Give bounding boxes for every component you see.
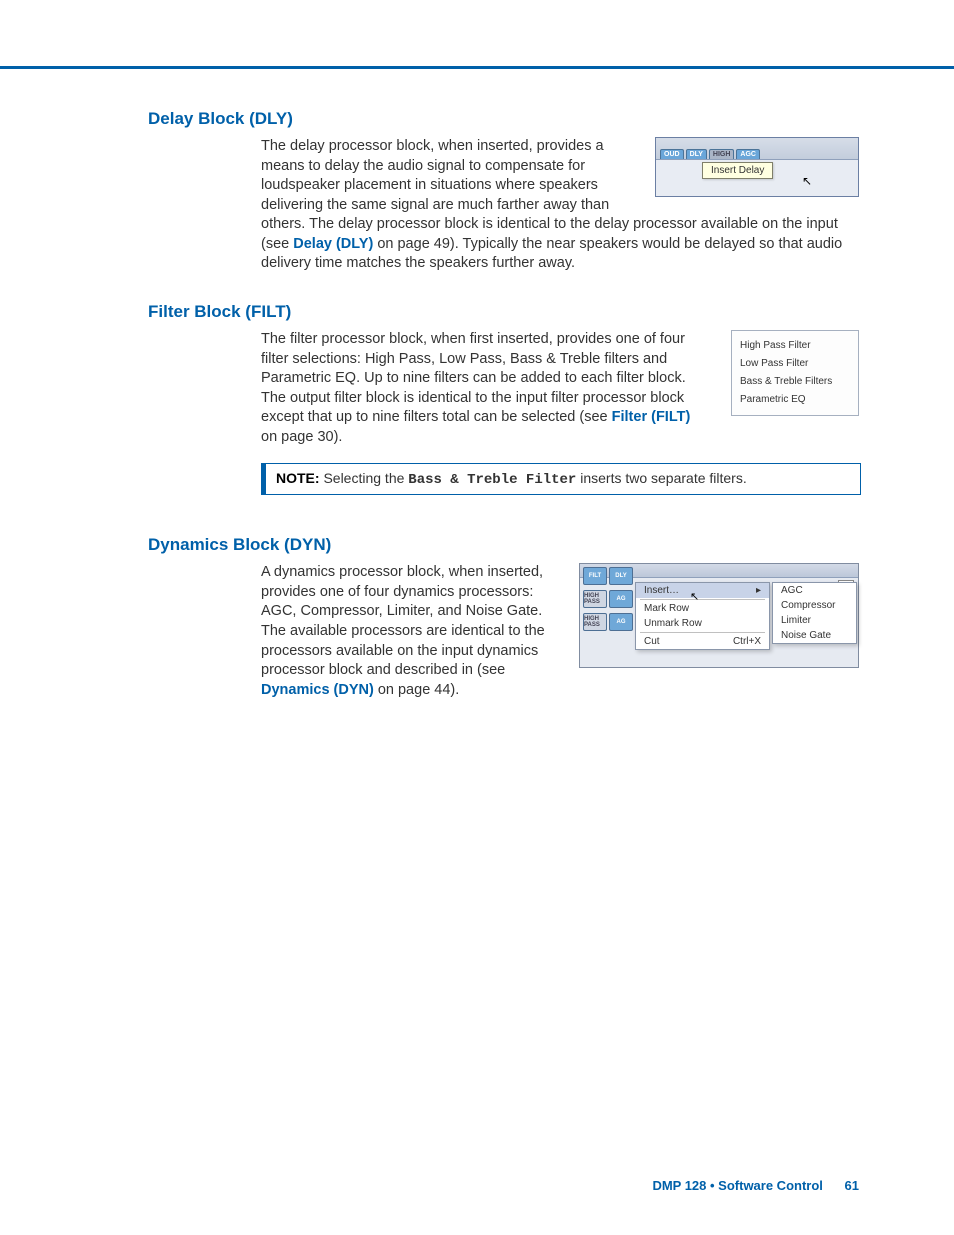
dyn-para-b: on page 44). (374, 682, 459, 698)
chip-oud: OUD (660, 149, 684, 159)
menu-unmark-row[interactable]: Unmark Row (636, 616, 769, 631)
filter-para-b: on page 30). (261, 429, 342, 445)
filter-option[interactable]: High Pass Filter (740, 337, 850, 355)
footer-text: DMP 128 • Software Control (652, 1178, 822, 1193)
cursor-icon: ↖ (802, 174, 812, 188)
submenu-agc[interactable]: AGC (773, 583, 856, 598)
page-footer: DMP 128 • Software Control 61 (652, 1178, 859, 1193)
block-chip: FILT (583, 567, 607, 585)
filter-heading: Filter Block (FILT) (148, 302, 859, 322)
block-chip: AG (609, 613, 633, 631)
filter-options-box: High Pass Filter Low Pass Filter Bass & … (731, 330, 859, 416)
dynamics-context-figure: 1 FILT DLY HIGH PASS AG HIGH PASS AG Ins… (579, 563, 859, 668)
menu-mark-row[interactable]: Mark Row (636, 601, 769, 616)
menu-cut-label: Cut (644, 636, 660, 647)
submenu-compressor[interactable]: Compressor (773, 598, 856, 613)
chip-high: HIGH (709, 149, 735, 159)
menu-insert[interactable]: Insert… ▸ (636, 583, 769, 598)
context-menu: Insert… ▸ Mark Row Unmark Row Cut Ctrl+X (635, 582, 770, 650)
filter-para: The filter processor block, when first i… (261, 330, 701, 447)
delay-para1: The delay processor block, when inserted… (261, 137, 625, 215)
dyn-body: A dynamics processor block, when inserte… (261, 563, 859, 700)
filter-option[interactable]: Bass & Treble Filters (740, 373, 850, 391)
menu-separator (640, 599, 765, 600)
cursor-icon: ↖ (690, 590, 699, 603)
dynamics-submenu: AGC Compressor Limiter Noise Gate (772, 582, 857, 644)
footer-page-number: 61 (845, 1178, 859, 1193)
page-content: Delay Block (DLY) The delay processor bl… (0, 69, 954, 700)
note-pre: Selecting the (320, 470, 409, 486)
filter-option[interactable]: Parametric EQ (740, 391, 850, 409)
filter-option[interactable]: Low Pass Filter (740, 355, 850, 373)
block-chip: HIGH PASS (583, 613, 607, 631)
dyn-heading: Dynamics Block (DYN) (148, 535, 859, 555)
block-chip: DLY (609, 567, 633, 585)
filter-link[interactable]: Filter (FILT) (612, 409, 691, 425)
dyn-link[interactable]: Dynamics (DYN) (261, 682, 374, 698)
menu-cut[interactable]: Cut Ctrl+X (636, 634, 769, 649)
insert-delay-tooltip: Insert Delay (702, 162, 773, 179)
dyn-para: A dynamics processor block, when inserte… (261, 563, 554, 700)
delay-heading: Delay Block (DLY) (148, 109, 859, 129)
block-chip: HIGH PASS (583, 590, 607, 608)
note-post: inserts two separate filters. (576, 470, 746, 486)
menu-insert-label: Insert… (644, 585, 679, 596)
delay-link[interactable]: Delay (DLY) (293, 236, 373, 252)
submenu-noise-gate[interactable]: Noise Gate (773, 628, 856, 643)
note-code: Bass & Treble Filter (408, 472, 576, 488)
submenu-arrow-icon: ▸ (756, 585, 761, 596)
chip-dly: DLY (686, 149, 707, 159)
chip-agc: AGC (736, 149, 760, 159)
filter-body: The filter processor block, when first i… (261, 330, 859, 447)
note-label: NOTE: (276, 470, 320, 486)
menu-cut-accel: Ctrl+X (733, 636, 761, 647)
note-box: NOTE: Selecting the Bass & Treble Filter… (261, 463, 861, 495)
top-margin (0, 0, 954, 66)
block-chip: AG (609, 590, 633, 608)
menu-separator (640, 632, 765, 633)
submenu-limiter[interactable]: Limiter (773, 613, 856, 628)
delay-para2: others. The delay processor block is ide… (261, 215, 859, 274)
dyn-para-a: A dynamics processor block, when inserte… (261, 564, 545, 678)
insert-delay-figure: OUD DLY HIGH AGC Insert Delay ↖ (655, 137, 859, 197)
delay-body: The delay processor block, when inserted… (261, 137, 859, 274)
